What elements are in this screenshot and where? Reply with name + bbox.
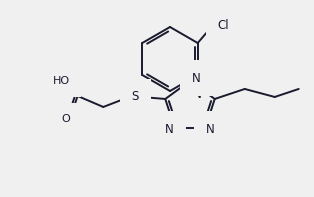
Text: HO: HO	[53, 76, 70, 86]
Text: N: N	[165, 123, 174, 136]
Text: S: S	[132, 90, 139, 103]
Text: Cl: Cl	[218, 19, 229, 32]
Text: N: N	[206, 123, 215, 136]
Text: N: N	[192, 72, 200, 85]
Text: O: O	[61, 114, 70, 124]
